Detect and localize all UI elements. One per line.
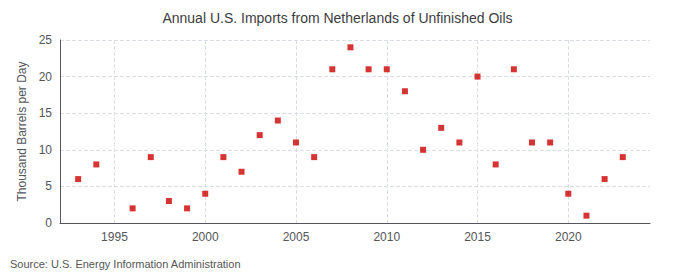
svg-text:20: 20: [39, 70, 53, 84]
svg-text:2000: 2000: [192, 230, 219, 244]
svg-text:10: 10: [39, 143, 53, 157]
svg-text:15: 15: [39, 106, 53, 120]
svg-text:1995: 1995: [101, 230, 128, 244]
svg-text:Source: U.S. Energy Informatio: Source: U.S. Energy Information Administ…: [10, 258, 241, 270]
svg-text:25: 25: [39, 33, 53, 47]
svg-text:Thousand Barrels per Day: Thousand Barrels per Day: [15, 61, 29, 201]
svg-text:2020: 2020: [555, 230, 582, 244]
svg-text:Annual U.S. Imports from Nethe: Annual U.S. Imports from Netherlands of …: [162, 10, 512, 26]
svg-text:0: 0: [45, 216, 52, 230]
svg-text:2010: 2010: [373, 230, 400, 244]
svg-text:2005: 2005: [283, 230, 310, 244]
svg-text:2015: 2015: [464, 230, 491, 244]
svg-text:5: 5: [45, 179, 52, 193]
